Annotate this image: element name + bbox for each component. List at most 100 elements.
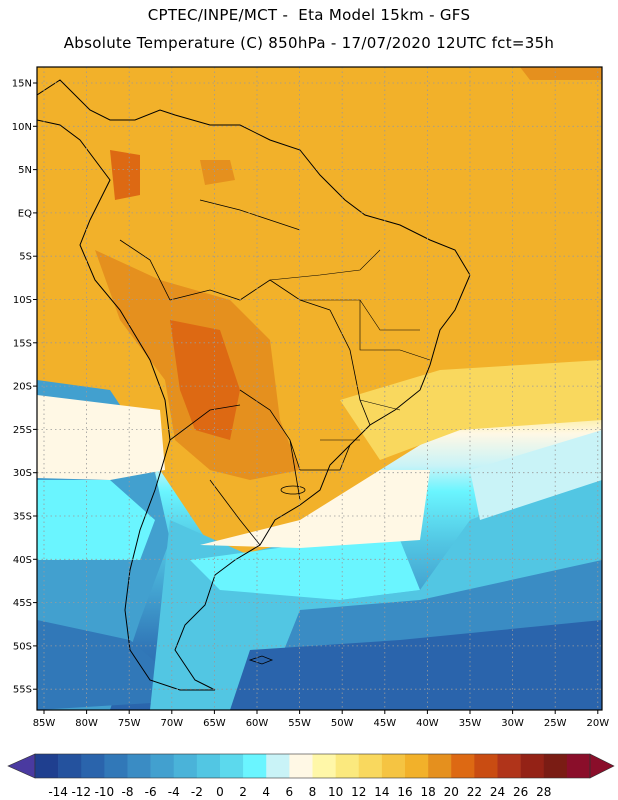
lon-label: 35W (459, 718, 482, 729)
colorbar-segment (451, 754, 475, 778)
colorbar-segment (220, 754, 244, 778)
colorbar-segment (35, 754, 59, 778)
colorbar-label: -8 (122, 785, 134, 799)
colorbar-label: 2 (239, 785, 247, 799)
colorbar-label: 22 (467, 785, 482, 799)
title-line-2: Absolute Temperature (C) 850hPa - 17/07/… (63, 34, 555, 52)
falklands-outline (248, 655, 274, 665)
lat-label: 25S (13, 425, 32, 436)
colorbar-label: 24 (490, 785, 505, 799)
graticule (37, 67, 602, 710)
lagoon-outline (280, 485, 306, 495)
field-pacific-pale (37, 395, 165, 480)
lon-label: 80W (75, 718, 98, 729)
colorbar-segment (474, 754, 498, 778)
colorbar-label: -6 (145, 785, 157, 799)
lat-label: 30S (13, 468, 32, 479)
colorbar-low-arrow (7, 753, 36, 779)
lat-label: 55S (13, 685, 32, 696)
colorbar-segment (243, 754, 267, 778)
lat-label: 40S (13, 555, 32, 566)
latitude-ticks: 15N 10N 5N EQ 5S 10S 15S 20S 25S 30S 35S 40S 45S 50S 5… (12, 79, 37, 696)
lon-label: 55W (288, 718, 311, 729)
colorbar-segment (335, 754, 360, 778)
field-caribbean-hot (520, 67, 602, 80)
lat-label: 35S (13, 512, 32, 523)
lat-label: 20S (13, 382, 32, 393)
colorbar-label: 18 (420, 785, 435, 799)
lat-label: 50S (13, 641, 32, 652)
field-pacific-cyan (37, 480, 155, 560)
colorbar-label: 14 (374, 785, 389, 799)
colorbar-segment (289, 754, 313, 778)
colorbar-segment (150, 754, 175, 778)
colorbar-segment (381, 754, 406, 778)
lat-label: 45S (13, 598, 32, 609)
lat-label: 10N (12, 122, 32, 133)
lon-label: 70W (160, 718, 183, 729)
colorbar-segment (405, 754, 429, 778)
field-southeast-yellow (340, 360, 602, 460)
colorbar-label: 28 (536, 785, 551, 799)
field-colombia-hot (110, 150, 140, 200)
lat-label: 5S (19, 252, 32, 263)
lon-label: 30W (501, 718, 524, 729)
colorbar-segment (358, 754, 383, 778)
lon-label: 85W (33, 718, 56, 729)
lat-label: EQ (18, 208, 32, 219)
colorbar-segment (58, 754, 82, 778)
lon-label: 40W (416, 718, 439, 729)
colorbar-label: -14 (48, 785, 68, 799)
colorbar-label: -4 (168, 785, 180, 799)
colorbar-label: 10 (328, 785, 343, 799)
colorbar-label: 8 (309, 785, 317, 799)
country-borders (119, 199, 371, 546)
lat-label: 5N (18, 165, 32, 176)
colorbar-label: 6 (286, 785, 294, 799)
longitude-ticks: 85W 80W 75W 70W 65W 60W 55W 50W 45W 40W 35W 30W 25W 2… (33, 710, 609, 729)
colorbar-label: 4 (262, 785, 270, 799)
colorbar-label: 20 (444, 785, 459, 799)
title-line-1: CPTEC/INPE/MCT - Eta Model 15km - GFS (147, 6, 471, 24)
colorbar-segment (520, 754, 545, 778)
field-pampas-pale (200, 470, 430, 548)
colorbar-frame (34, 753, 591, 779)
colorbar-segment (173, 754, 198, 778)
colorbar-label: 0 (216, 785, 224, 799)
colorbar-segment (104, 754, 128, 778)
field-atlantic-darkblue (230, 620, 602, 710)
colorbar-segment (543, 754, 568, 778)
field-atlantic-pale (470, 430, 602, 520)
colorbar-segment (196, 754, 221, 778)
field-patagonia-cyan (190, 540, 420, 600)
lon-label: 60W (246, 718, 269, 729)
lon-label: 50W (331, 718, 354, 729)
field-chaco-hot (170, 320, 240, 440)
lon-label: 75W (118, 718, 141, 729)
colorbar-label: 26 (513, 785, 528, 799)
colorbar-segment (312, 754, 336, 778)
colorbar-segment (81, 754, 105, 778)
colorbar-label: -10 (95, 785, 115, 799)
plot-frame (36, 66, 603, 711)
state-borders (269, 249, 431, 441)
lat-label: 15S (13, 338, 32, 349)
continent-outline (37, 79, 471, 691)
colorbar: -14 -12 -10 -8 -6 -4 -2 0 2 4 6 8 10 12 14 16 18 20 22 24 26… (7, 753, 615, 799)
colorbar-label: -12 (71, 785, 91, 799)
lon-label: 25W (544, 718, 567, 729)
colorbar-label: 12 (351, 785, 366, 799)
field-venezuela-hot (200, 160, 235, 185)
colorbar-segment (497, 754, 521, 778)
lon-label: 45W (373, 718, 396, 729)
colorbar-label: -2 (191, 785, 203, 799)
colorbar-segment (266, 754, 290, 778)
colorbar-segment (428, 754, 452, 778)
colorbar-segment (566, 754, 591, 778)
lat-label: 10S (13, 295, 32, 306)
colorbar-label: 16 (397, 785, 412, 799)
lon-label: 20W (586, 718, 609, 729)
lat-label: 15N (12, 79, 32, 90)
colorbar-segment (127, 754, 151, 778)
